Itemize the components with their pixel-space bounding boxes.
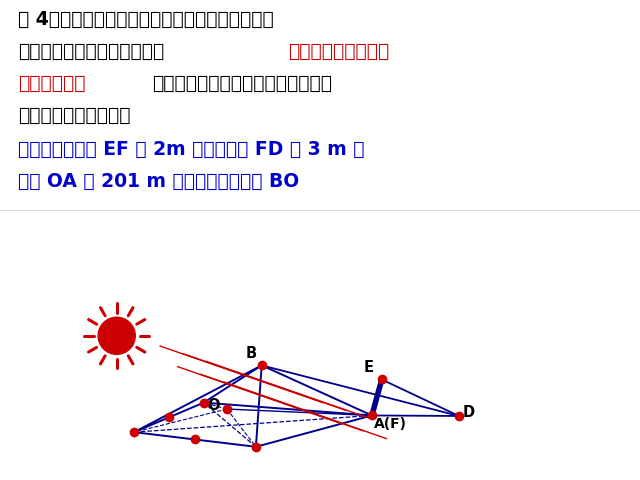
Text: E: E xyxy=(364,360,374,375)
Text: 斯曾利用相似三角形的原理，: 斯曾利用相似三角形的原理， xyxy=(18,42,164,61)
Text: 如图，如果木杆 EF 长 2m ，它的影长 FD 为 3 m ，: 如图，如果木杆 EF 长 2m ，它的影长 FD 为 3 m ， xyxy=(18,140,365,159)
Text: 来测量金字塔的高度。: 来测量金字塔的高度。 xyxy=(18,106,131,125)
Text: 立一根木杆，: 立一根木杆， xyxy=(18,74,86,93)
Text: 借助太阳光线构成两个相似三角形，: 借助太阳光线构成两个相似三角形， xyxy=(152,74,332,93)
Text: 测得 OA 为 201 m ，求金字塔的高度 BO: 测得 OA 为 201 m ，求金字塔的高度 BO xyxy=(18,172,300,191)
Text: D: D xyxy=(463,405,475,420)
Text: A(F): A(F) xyxy=(374,418,407,432)
Text: 在金字塔影子的顶部: 在金字塔影子的顶部 xyxy=(288,42,389,61)
Text: 例 4：据史料记载，古希腊数学家、天文学家泰勒: 例 4：据史料记载，古希腊数学家、天文学家泰勒 xyxy=(18,10,274,29)
Text: B: B xyxy=(246,347,257,361)
Text: O: O xyxy=(207,398,220,413)
Circle shape xyxy=(98,317,135,354)
